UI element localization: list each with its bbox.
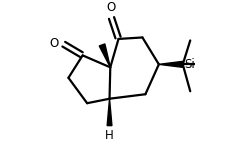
Text: O: O (49, 37, 59, 50)
Polygon shape (99, 44, 110, 67)
Polygon shape (107, 99, 112, 126)
Text: O: O (106, 1, 116, 14)
Polygon shape (159, 61, 183, 67)
Text: Si: Si (185, 58, 195, 71)
Text: H: H (105, 129, 114, 142)
